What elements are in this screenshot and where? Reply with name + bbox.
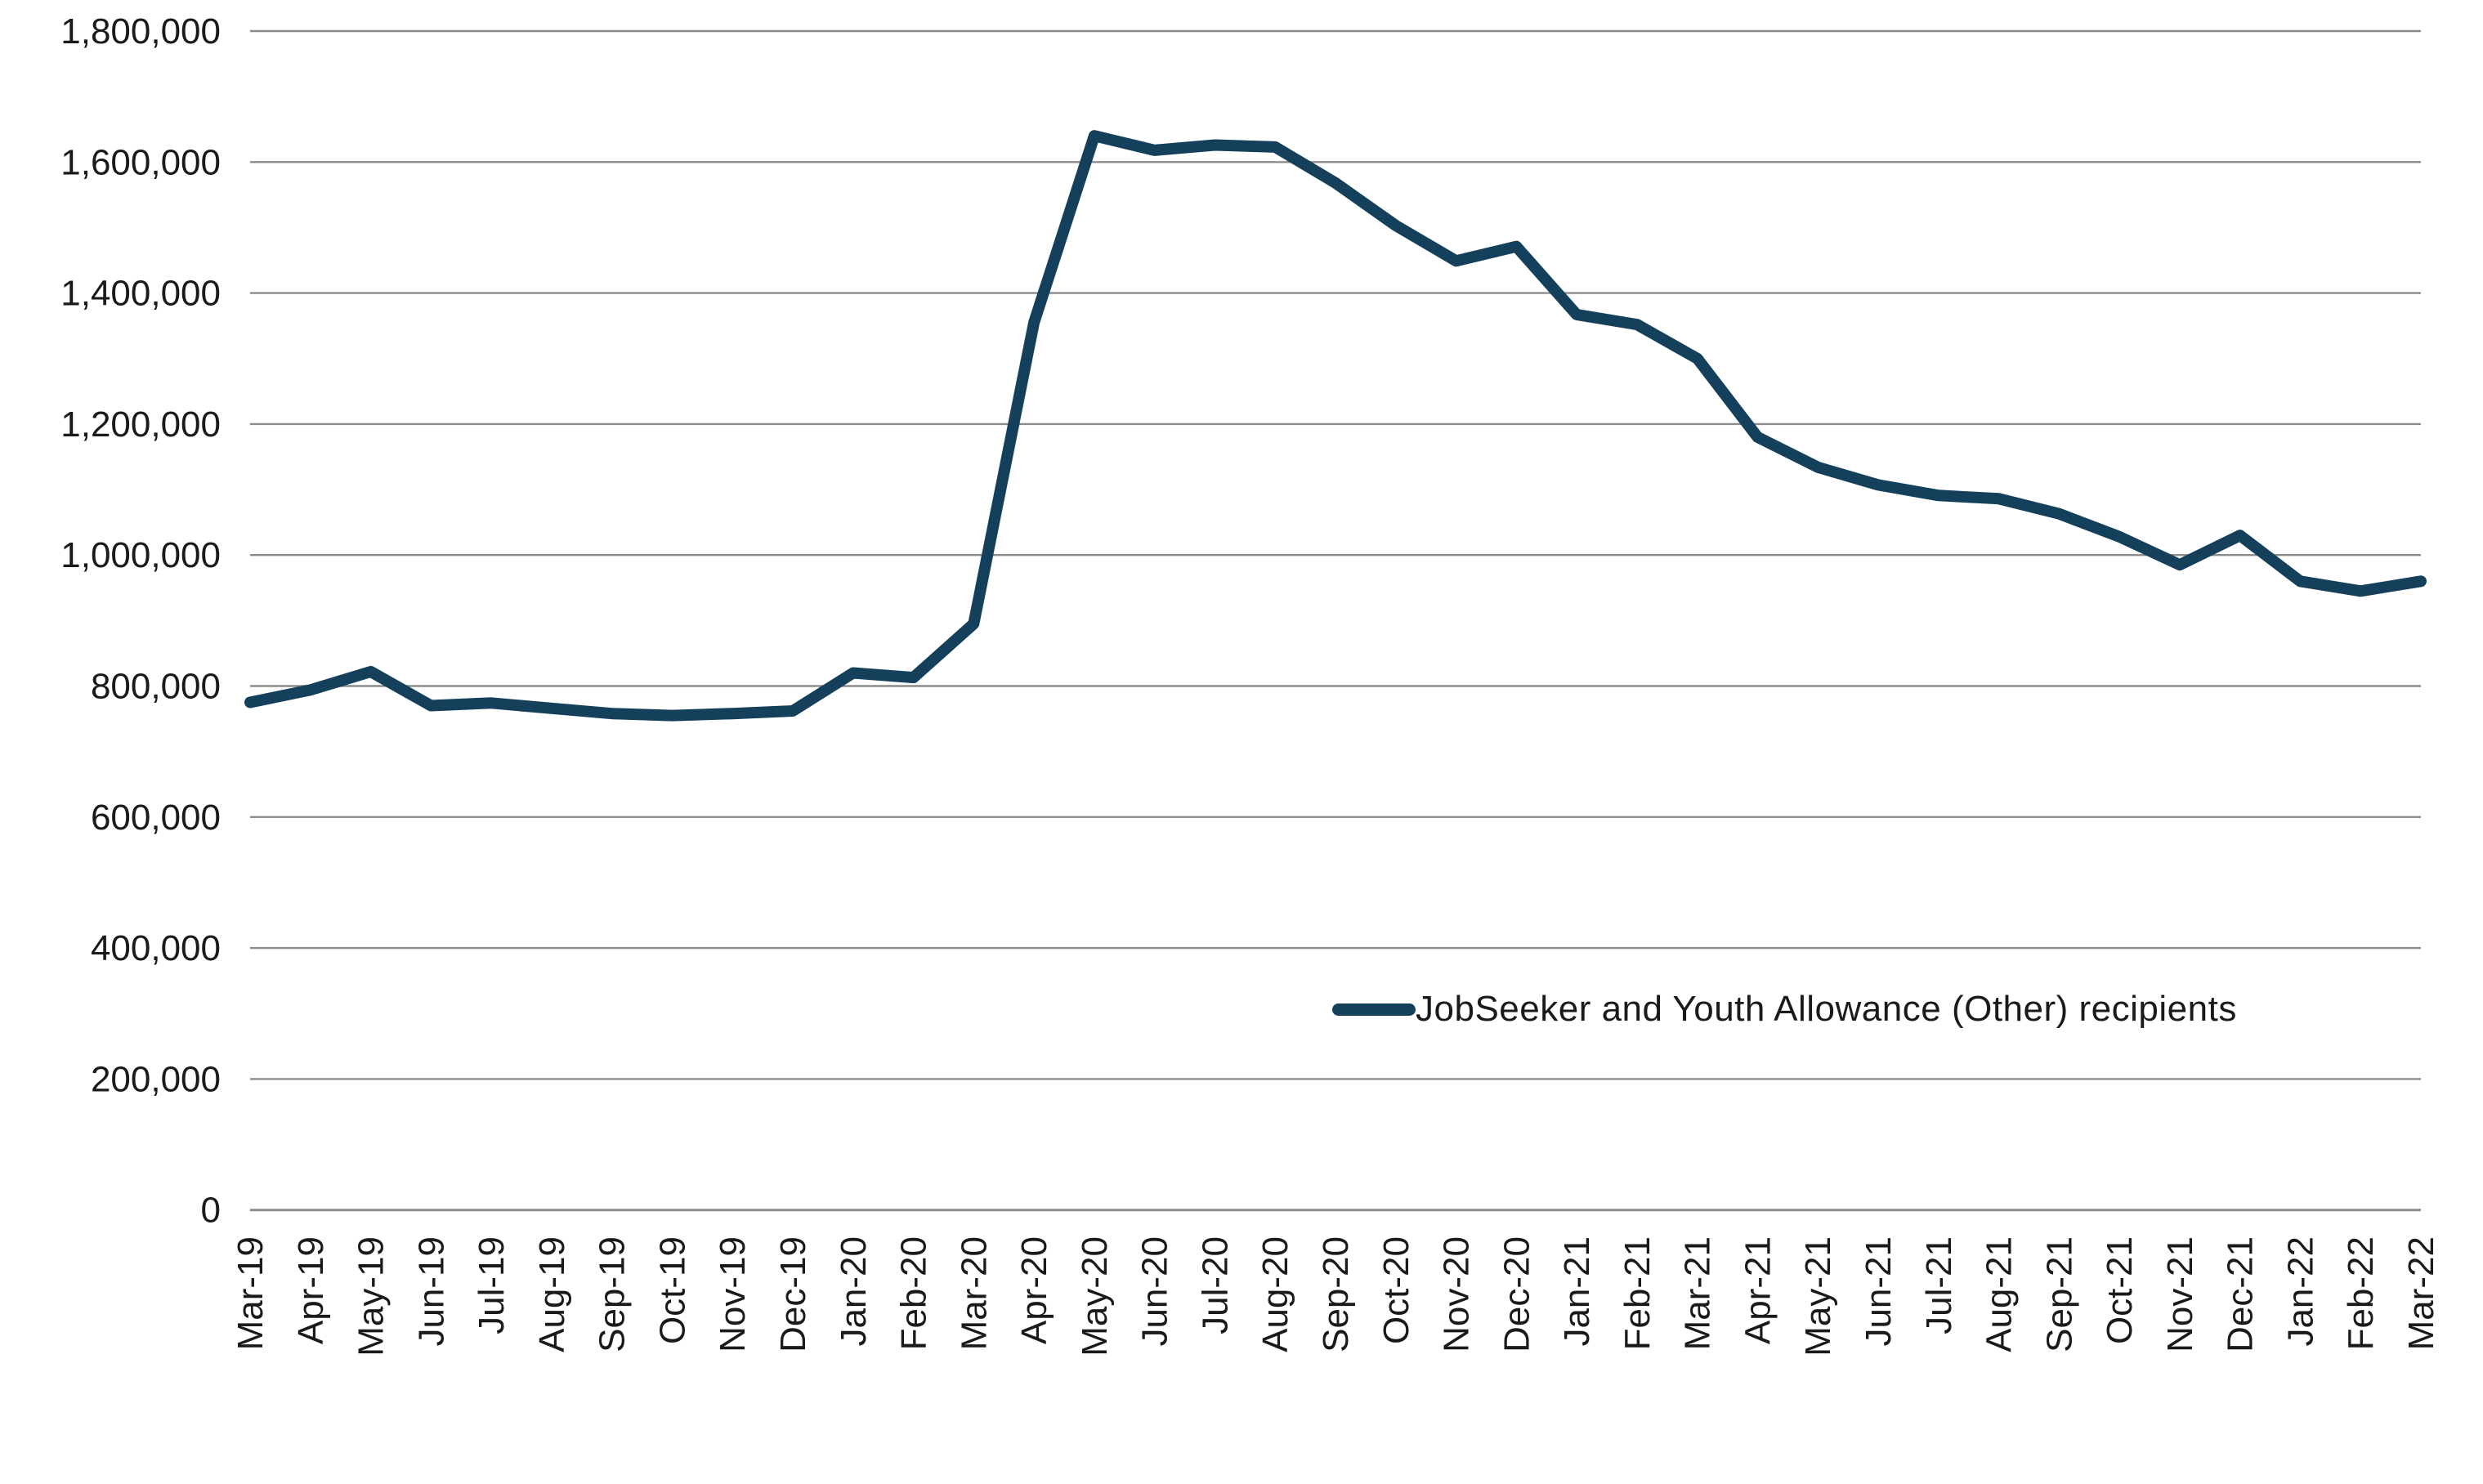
y-tick-label: 800,000 (91, 667, 221, 707)
x-tick-label: Jun-19 (411, 1236, 451, 1347)
x-tick-label: Feb-21 (1617, 1236, 1658, 1350)
x-tick-label: Nov-19 (713, 1236, 753, 1352)
x-tick-label: Mar-20 (954, 1236, 994, 1350)
x-tick-label: Mar-19 (230, 1236, 271, 1350)
y-tick-label: 0 (201, 1191, 221, 1231)
x-tick-label: Sep-21 (2039, 1236, 2079, 1352)
x-tick-label: Mar-22 (2401, 1236, 2441, 1350)
x-tick-label: Jul-21 (1919, 1236, 1959, 1334)
x-tick-label: Aug-19 (532, 1236, 572, 1352)
x-tick-label: Jun-21 (1859, 1236, 1899, 1347)
x-tick-label: Feb-22 (2341, 1236, 2381, 1350)
x-tick-label: Oct-19 (652, 1236, 692, 1344)
x-tick-label: Oct-21 (2100, 1236, 2140, 1344)
y-tick-label: 600,000 (91, 798, 221, 838)
x-tick-label: May-19 (351, 1236, 391, 1357)
x-tick-label: Nov-20 (1437, 1236, 1477, 1352)
y-tick-label: 1,000,000 (60, 535, 221, 575)
x-tick-label: May-21 (1798, 1236, 1838, 1357)
x-tick-label: Aug-20 (1255, 1236, 1295, 1352)
x-tick-label: Sep-20 (1316, 1236, 1356, 1352)
x-tick-label: Jan-21 (1557, 1236, 1597, 1347)
series-line-swatch (1332, 1003, 1416, 1016)
x-tick-label: Sep-19 (593, 1236, 633, 1352)
x-tick-label: Aug-21 (1980, 1236, 2020, 1352)
x-tick-label: Dec-19 (773, 1236, 813, 1352)
x-tick-label: Jul-20 (1195, 1236, 1235, 1334)
series-line (244, 130, 2427, 722)
x-tick-label: Jan-22 (2280, 1236, 2320, 1347)
x-tick-label: Oct-20 (1376, 1236, 1416, 1344)
x-tick-label: May-20 (1075, 1236, 1115, 1357)
x-tick-label: Nov-21 (2160, 1236, 2200, 1352)
x-tick-label: Jun-20 (1135, 1236, 1175, 1347)
y-tick-label: 1,600,000 (60, 142, 221, 182)
y-tick-label: 1,200,000 (60, 405, 221, 445)
x-tick-label: Dec-21 (2221, 1236, 2261, 1352)
x-tick-label: Dec-20 (1497, 1236, 1537, 1352)
x-tick-label: Apr-20 (1014, 1236, 1054, 1344)
x-tick-label: Apr-21 (1738, 1236, 1778, 1344)
y-tick-label: 400,000 (91, 928, 221, 968)
x-tick-label: Jan-20 (834, 1236, 874, 1347)
legend-label: JobSeeker and Youth Allowance (Other) re… (1416, 989, 2237, 1029)
x-tick-label: Feb-20 (894, 1236, 934, 1350)
x-tick-label: Jul-19 (472, 1236, 512, 1334)
y-tick-label: 200,000 (91, 1059, 221, 1099)
legend: JobSeeker and Youth Allowance (Other) re… (1332, 986, 2237, 1033)
y-tick-label: 1,400,000 (60, 274, 221, 314)
x-tick-label: Mar-21 (1678, 1236, 1718, 1350)
y-tick-label: 1,800,000 (60, 11, 221, 51)
x-tick-label: Apr-19 (291, 1236, 331, 1344)
